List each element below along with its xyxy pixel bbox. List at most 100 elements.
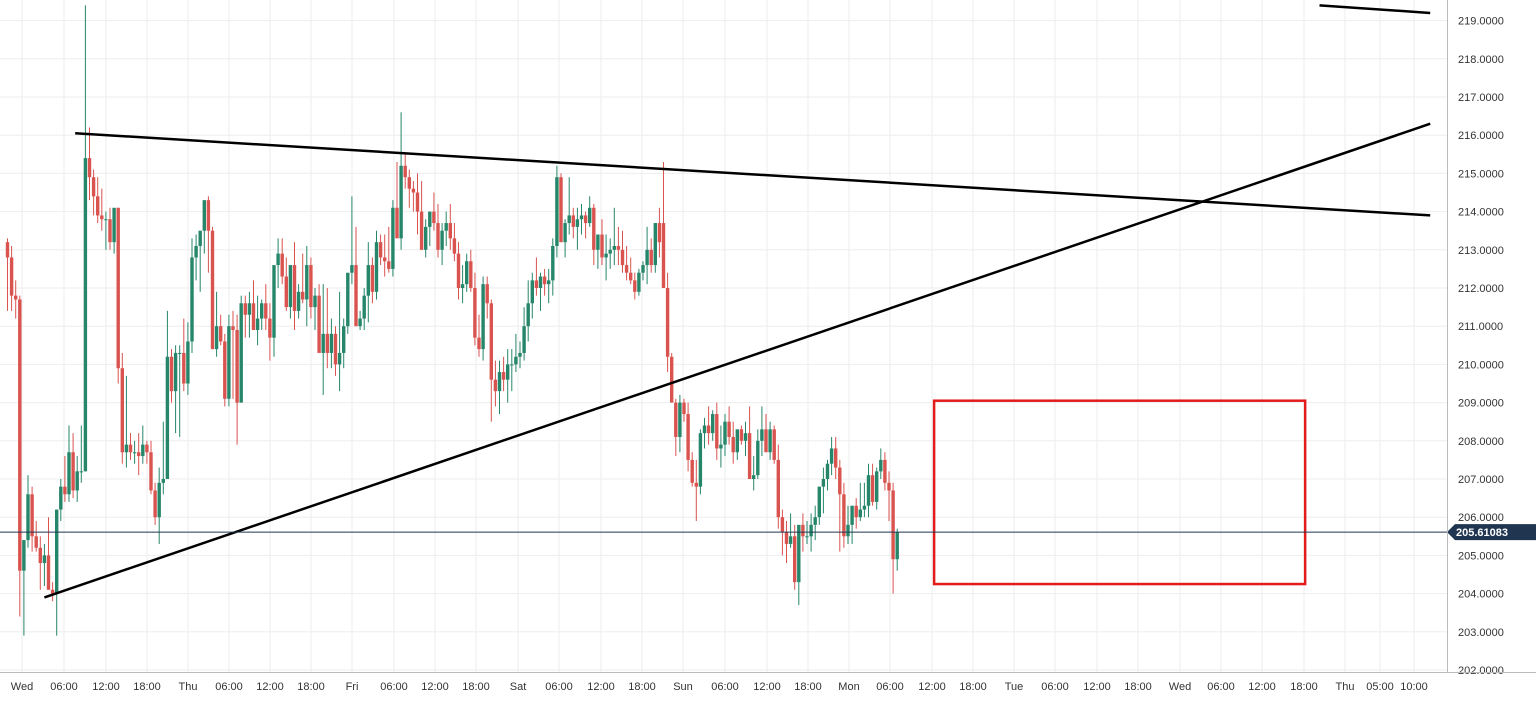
candle-body xyxy=(883,459,887,483)
candle xyxy=(157,467,161,544)
candle-body xyxy=(559,177,563,243)
upper-trendline[interactable] xyxy=(75,132,1431,217)
candle xyxy=(210,226,215,350)
candle-body xyxy=(137,452,141,457)
candle xyxy=(284,257,288,311)
candle-body xyxy=(219,326,223,342)
candle xyxy=(887,471,891,522)
current-price-label: 205.61083 xyxy=(1456,527,1508,539)
candle-body xyxy=(272,265,276,338)
candle-body xyxy=(682,402,686,415)
y-tick-label: 210.0000 xyxy=(1458,359,1504,371)
candle xyxy=(55,509,59,636)
candle-body xyxy=(124,444,129,453)
x-tick-label: 18:00 xyxy=(1290,681,1318,693)
candle-body xyxy=(329,333,334,353)
candle-body xyxy=(333,333,338,365)
candle xyxy=(116,207,120,384)
candle xyxy=(362,288,366,331)
consolidation-box[interactable] xyxy=(932,399,1307,586)
candle-body xyxy=(346,272,350,327)
candle-body xyxy=(641,265,645,273)
candle-body xyxy=(821,479,826,487)
candle xyxy=(452,223,457,262)
candle-body xyxy=(838,467,842,495)
candle-body xyxy=(563,223,567,243)
x-tick-label: Tue xyxy=(1005,681,1024,693)
candle xyxy=(674,398,678,457)
candle xyxy=(317,284,321,353)
candle-body xyxy=(313,295,317,308)
candle-body xyxy=(645,249,649,266)
candle xyxy=(292,242,297,331)
candle-body xyxy=(173,352,178,392)
candle-body xyxy=(366,265,370,296)
x-tick-label: 12:00 xyxy=(256,681,284,693)
candle-body xyxy=(223,341,227,399)
candle-body xyxy=(604,253,608,258)
candle-body xyxy=(575,219,580,227)
lower-trendline[interactable] xyxy=(43,122,1431,599)
x-tick-label: Sun xyxy=(673,681,693,693)
x-tick-label: 12:00 xyxy=(1248,681,1276,693)
candle-body xyxy=(38,547,42,564)
candle xyxy=(91,169,96,216)
candle-body xyxy=(342,326,346,353)
candle-body xyxy=(842,494,846,537)
x-tick-label: 18:00 xyxy=(959,681,987,693)
y-tick-label: 206.0000 xyxy=(1458,512,1504,524)
candle-body xyxy=(715,414,719,449)
candle-body xyxy=(497,372,502,392)
candle xyxy=(518,341,522,369)
candle xyxy=(620,230,625,273)
candle xyxy=(501,356,506,392)
candle xyxy=(5,238,10,311)
top-right-line[interactable] xyxy=(1319,4,1431,15)
candle xyxy=(198,230,202,292)
candle xyxy=(30,486,34,552)
candle-body xyxy=(653,223,657,266)
candle xyxy=(879,448,883,479)
candle xyxy=(559,173,563,243)
candle xyxy=(186,322,190,395)
candle xyxy=(485,276,489,319)
candle xyxy=(325,288,329,369)
candle xyxy=(153,482,157,525)
candle-body xyxy=(145,444,149,453)
x-tick-label: 06:00 xyxy=(1041,681,1069,693)
candle-body xyxy=(415,192,420,212)
candle-body xyxy=(862,505,867,510)
candle-body xyxy=(600,234,604,258)
candle xyxy=(571,207,575,239)
candle-body xyxy=(612,245,616,250)
candle-body xyxy=(14,295,18,300)
candle-body xyxy=(731,436,735,453)
candle-body xyxy=(96,196,100,216)
candle xyxy=(497,360,502,415)
candle xyxy=(555,165,559,258)
candle xyxy=(18,295,22,617)
candle-body xyxy=(583,215,588,224)
candle-body xyxy=(419,211,424,250)
candle xyxy=(137,433,141,476)
candle-body xyxy=(42,555,47,564)
candle-body xyxy=(739,429,744,441)
candle-body xyxy=(67,452,71,495)
candle xyxy=(42,543,47,586)
candle xyxy=(719,425,723,468)
candle-body xyxy=(132,452,137,454)
candle-body xyxy=(788,536,793,544)
candle-body xyxy=(649,249,653,266)
candle xyxy=(272,265,276,357)
candle-body xyxy=(321,333,325,353)
candle-body xyxy=(194,245,198,258)
candle-body xyxy=(116,207,120,369)
candle-body xyxy=(551,245,555,281)
candle-body xyxy=(469,261,473,288)
candle-body xyxy=(141,444,145,457)
x-tick-label: 12:00 xyxy=(92,681,120,693)
candle xyxy=(67,425,71,502)
candle xyxy=(411,181,416,212)
candle-body xyxy=(91,177,96,197)
candle xyxy=(465,253,469,292)
